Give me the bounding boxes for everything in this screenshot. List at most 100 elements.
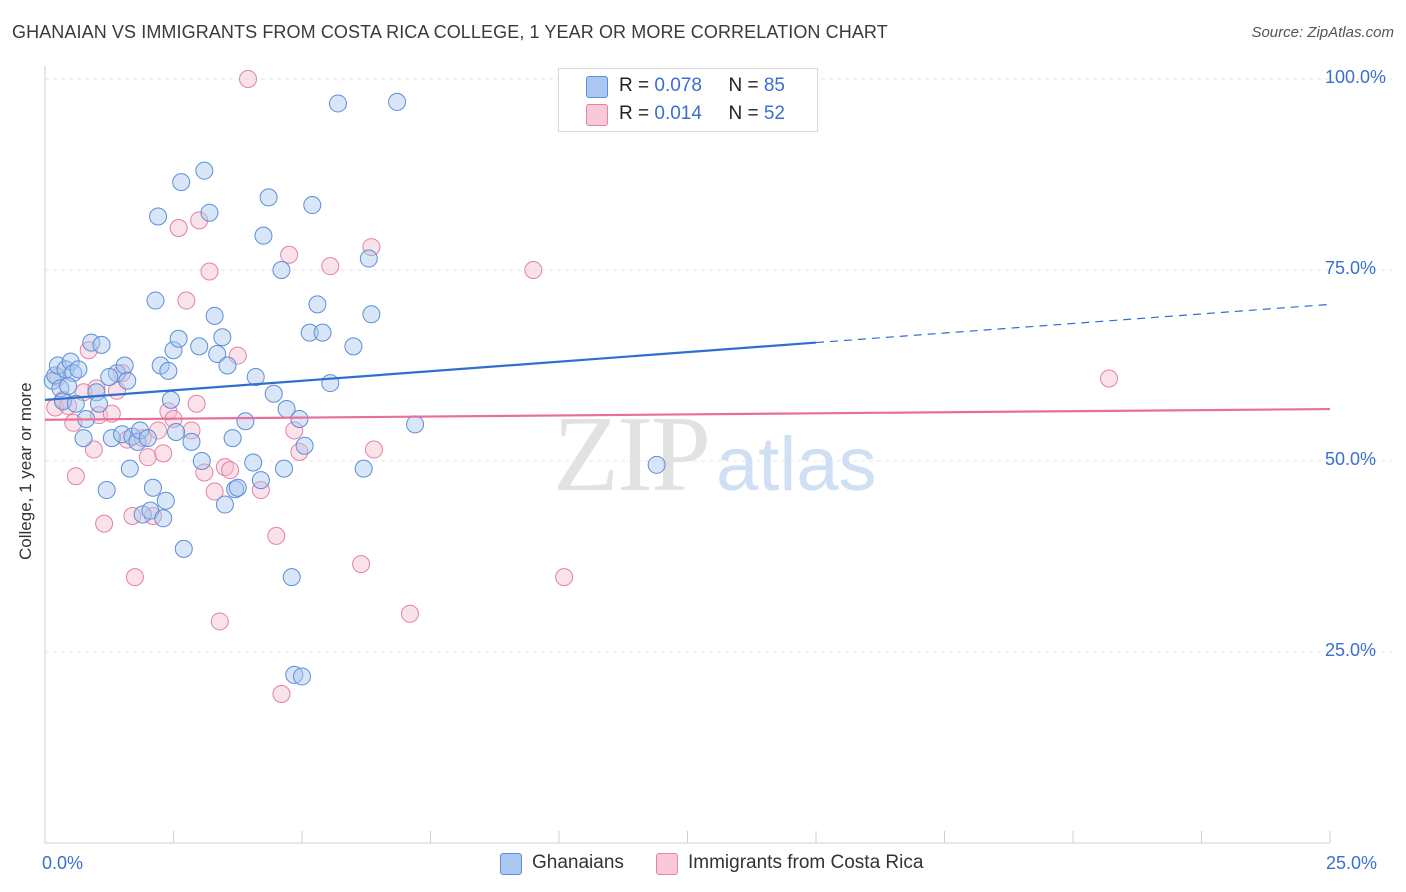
data-point-ghanaians bbox=[182, 432, 201, 451]
series-immigrants-costa-rica-points bbox=[46, 70, 1118, 704]
y-tick-label: 100.0% bbox=[1325, 67, 1387, 87]
data-point-costa-rica bbox=[272, 685, 291, 704]
data-point-ghanaians bbox=[406, 415, 425, 434]
legend-n-label: N = bbox=[728, 103, 764, 124]
x-tick-label-min: 0.0% bbox=[42, 853, 84, 873]
data-point-costa-rica bbox=[215, 458, 234, 477]
data-point-ghanaians bbox=[213, 328, 232, 347]
data-point-costa-rica bbox=[154, 444, 173, 463]
y-tick-label: 50.0% bbox=[1325, 449, 1377, 469]
data-point-ghanaians bbox=[115, 356, 134, 375]
gridlines bbox=[45, 78, 1392, 653]
data-point-ghanaians bbox=[208, 345, 227, 364]
data-point-ghanaians bbox=[300, 323, 319, 342]
trend-line-costa-rica bbox=[44, 407, 1331, 421]
data-point-ghanaians bbox=[272, 261, 291, 279]
trend-lines bbox=[44, 303, 1331, 421]
y-axis-label: College, 1 year or more bbox=[16, 382, 35, 560]
data-point-ghanaians bbox=[647, 455, 666, 474]
data-point-ghanaians bbox=[89, 394, 108, 413]
data-point-costa-rica bbox=[555, 568, 574, 587]
legend-n-label: N = bbox=[728, 75, 764, 96]
data-point-ghanaians bbox=[118, 371, 137, 390]
data-point-ghanaians bbox=[275, 459, 294, 478]
watermark-atlas: atlas bbox=[716, 422, 877, 507]
data-point-costa-rica bbox=[195, 463, 214, 482]
data-point-ghanaians bbox=[228, 478, 247, 497]
trend-line-ghanaians-extension bbox=[815, 303, 1331, 344]
data-point-ghanaians bbox=[246, 367, 265, 386]
data-point-ghanaians bbox=[388, 92, 407, 111]
data-point-ghanaians bbox=[192, 452, 211, 470]
x-tick-label-max: 25.0% bbox=[1326, 853, 1378, 873]
data-point-ghanaians bbox=[190, 337, 209, 356]
data-point-ghanaians bbox=[128, 432, 147, 451]
y-tick-label: 25.0% bbox=[1325, 640, 1377, 660]
data-point-ghanaians bbox=[146, 291, 165, 310]
trend-line-ghanaians bbox=[44, 341, 817, 401]
data-point-costa-rica bbox=[177, 291, 196, 310]
data-point-ghanaians bbox=[236, 412, 255, 431]
data-point-costa-rica bbox=[1099, 369, 1118, 388]
data-point-ghanaians bbox=[69, 360, 88, 379]
data-point-costa-rica bbox=[524, 261, 543, 279]
data-point-ghanaians bbox=[66, 394, 85, 413]
bottom-legend-label: Ghanaians bbox=[532, 852, 624, 873]
data-point-costa-rica bbox=[210, 612, 229, 631]
data-point-costa-rica bbox=[84, 440, 103, 459]
data-point-ghanaians bbox=[264, 384, 283, 403]
data-point-ghanaians bbox=[344, 337, 363, 356]
data-point-ghanaians bbox=[167, 422, 186, 441]
data-point-ghanaians bbox=[244, 453, 263, 472]
data-point-costa-rica bbox=[362, 238, 381, 257]
data-point-ghanaians bbox=[205, 306, 224, 325]
data-point-ghanaians bbox=[254, 226, 273, 245]
data-point-ghanaians bbox=[293, 667, 311, 686]
data-point-costa-rica bbox=[285, 421, 304, 440]
data-point-costa-rica bbox=[125, 568, 144, 587]
y-tick-label: 75.0% bbox=[1325, 258, 1377, 278]
data-point-ghanaians bbox=[282, 568, 301, 587]
source-credit: Source: ZipAtlas.com bbox=[1251, 24, 1394, 41]
data-point-ghanaians bbox=[61, 352, 80, 371]
data-point-ghanaians bbox=[169, 329, 188, 348]
data-point-costa-rica bbox=[290, 442, 309, 461]
data-point-costa-rica bbox=[200, 262, 219, 281]
legend-r-label: R = bbox=[619, 103, 655, 124]
data-point-costa-rica bbox=[102, 404, 121, 423]
data-point-costa-rica bbox=[280, 245, 299, 264]
data-point-ghanaians bbox=[92, 335, 111, 354]
data-point-costa-rica bbox=[239, 70, 258, 88]
watermark-zip: ZIP bbox=[553, 395, 709, 514]
bottom-legend-swatch-blue bbox=[500, 853, 522, 875]
data-point-ghanaians bbox=[321, 374, 340, 393]
correlation-legend: R = 0.078 N = 85 R = 0.014 N = 52 bbox=[558, 68, 818, 132]
data-point-ghanaians bbox=[195, 161, 214, 180]
legend-n-value: 85 bbox=[763, 75, 785, 96]
data-point-ghanaians bbox=[251, 471, 270, 490]
data-point-ghanaians bbox=[161, 390, 180, 409]
legend-r-label: R = bbox=[619, 75, 655, 96]
data-point-ghanaians bbox=[259, 188, 278, 207]
data-point-costa-rica bbox=[138, 448, 157, 467]
data-point-ghanaians bbox=[156, 491, 175, 510]
data-point-ghanaians bbox=[120, 459, 139, 478]
chart-title: GHANAIAN VS IMMIGRANTS FROM COSTA RICA C… bbox=[12, 22, 888, 42]
data-point-costa-rica bbox=[352, 555, 371, 574]
bottom-legend-label: Immigrants from Costa Rica bbox=[688, 852, 924, 873]
data-point-costa-rica bbox=[364, 440, 383, 459]
data-point-costa-rica bbox=[267, 526, 286, 545]
data-point-costa-rica bbox=[169, 218, 188, 237]
data-point-costa-rica bbox=[187, 394, 206, 413]
data-point-ghanaians bbox=[97, 481, 116, 500]
legend-n-value: 52 bbox=[763, 103, 785, 124]
data-point-ghanaians bbox=[131, 421, 150, 440]
data-point-ghanaians bbox=[102, 429, 121, 448]
data-point-ghanaians bbox=[295, 436, 314, 455]
data-point-costa-rica bbox=[251, 481, 270, 500]
series-ghanaians-points bbox=[43, 92, 666, 686]
data-point-ghanaians bbox=[100, 367, 119, 386]
data-point-ghanaians bbox=[74, 429, 93, 448]
data-point-costa-rica bbox=[190, 211, 209, 230]
